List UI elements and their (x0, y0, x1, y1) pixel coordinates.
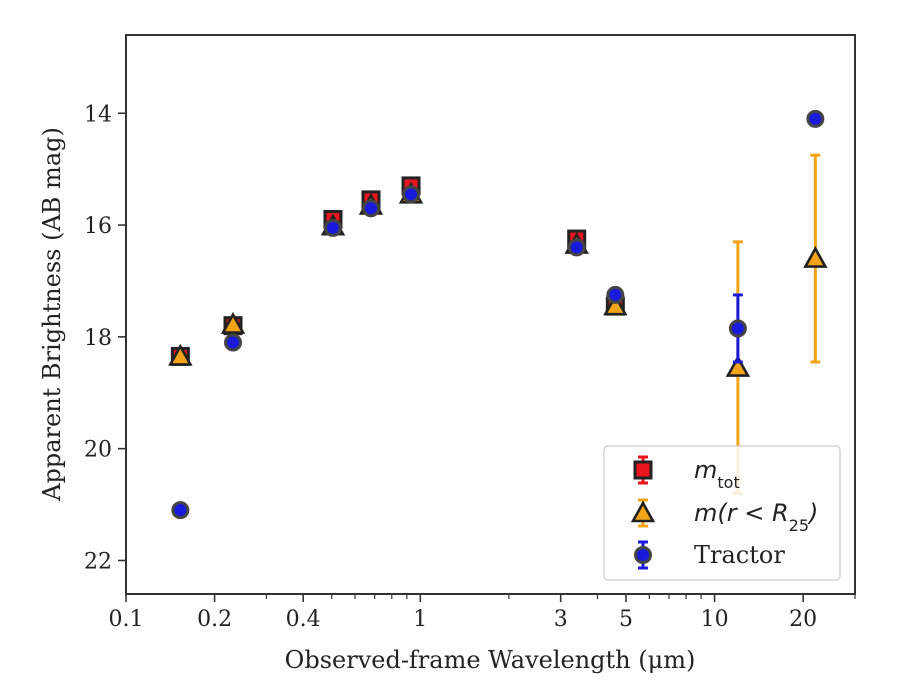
data-point (803, 245, 828, 268)
legend-box (603, 445, 841, 581)
legend-label: m(r < R25) (694, 499, 818, 535)
data-point (567, 238, 586, 257)
data-point (323, 218, 342, 237)
x-tick-label: 0.2 (197, 607, 232, 632)
y-tick-label: 20 (84, 438, 112, 463)
x-tick-label: 20 (789, 607, 817, 632)
x-tick-label: 1 (413, 607, 427, 632)
data-point (362, 199, 381, 218)
legend-item-tractor: Tractor (634, 540, 785, 570)
data-point (220, 311, 246, 334)
x-axis: 0.1 0.2 0.4 1 3 5 10 20 (109, 594, 856, 632)
y-tick-label: 16 (84, 214, 112, 239)
y-axis: 14 16 18 20 22 (84, 102, 126, 574)
y-tick-label: 18 (84, 326, 112, 351)
data-point (603, 293, 628, 316)
x-tick-label: 0.4 (286, 607, 321, 632)
data-point (806, 109, 825, 128)
legend-label: Tractor (694, 541, 785, 569)
data-point (606, 285, 625, 304)
data-point (728, 319, 747, 338)
legend-marker (634, 546, 652, 564)
plot-area (168, 109, 828, 520)
data-point (402, 185, 421, 204)
legend-item-mr25: m(r < R25) (630, 498, 818, 535)
x-tick-label: 10 (701, 607, 729, 632)
legend: mtot m(r < R25) Tractor (603, 445, 841, 581)
data-point (725, 354, 751, 377)
legend-marker (630, 500, 656, 523)
y-axis-label: Apparent Brightness (AB mag) (38, 127, 66, 502)
y-tick-label: 14 (84, 102, 112, 127)
legend-item-mtot: mtot (633, 455, 740, 492)
x-tick-label: 3 (554, 607, 568, 632)
legend-label: mtot (694, 456, 740, 492)
data-point (171, 501, 190, 520)
x-tick-label: 0.1 (109, 607, 144, 632)
data-point (168, 343, 193, 366)
legend-marker (633, 460, 653, 480)
y-tick-label: 22 (84, 549, 112, 574)
x-tick-label: 5 (619, 607, 633, 632)
data-point (224, 333, 243, 352)
plot-frame (125, 34, 856, 595)
x-axis-label: Observed-frame Wavelength (μm) (285, 646, 696, 674)
series-tractor (171, 109, 825, 520)
